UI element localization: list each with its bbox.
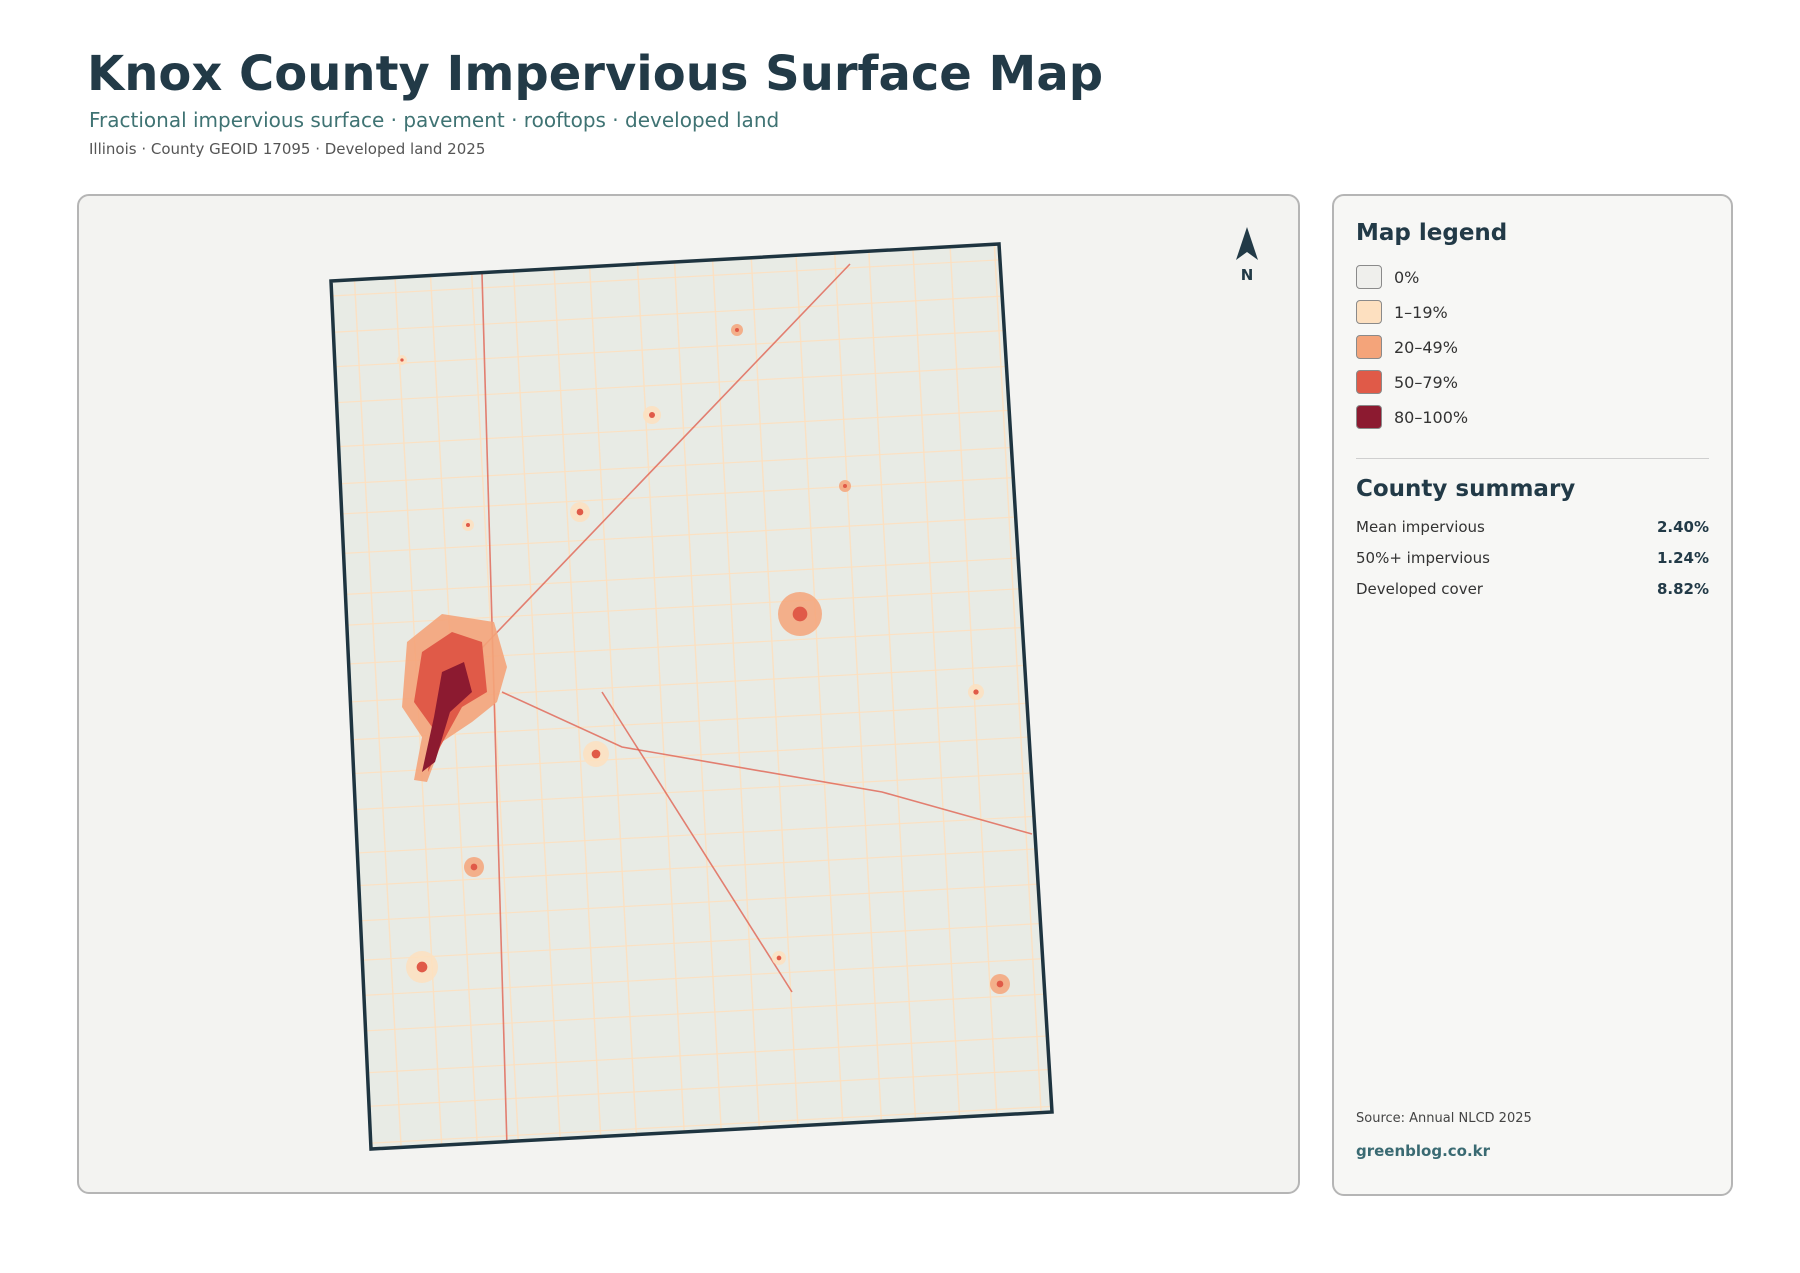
title: Knox County Impervious Surface Map — [87, 46, 1104, 102]
north-label: N — [1241, 266, 1254, 284]
road — [331, 444, 1052, 486]
town-core — [973, 689, 979, 695]
highway — [601, 691, 793, 993]
subtitle: Fractional impervious surface · pavement… — [89, 108, 780, 132]
legend-swatch — [1356, 265, 1382, 289]
legend-item: 50–79% — [1356, 369, 1458, 395]
legend-item: 0% — [1356, 264, 1419, 290]
legend-item: 20–49% — [1356, 334, 1458, 360]
road — [331, 555, 1052, 597]
side-panel: Map legend 0% 1–19% 20–49% 50–79% 80–100% Co… — [1332, 194, 1733, 1196]
road — [794, 244, 846, 1149]
highway — [456, 263, 851, 675]
road — [993, 244, 1045, 1149]
divider — [1356, 458, 1709, 459]
summary-value: 1.24% — [1656, 549, 1709, 567]
town-core — [735, 328, 739, 332]
road — [710, 244, 762, 1149]
north-arrow-shape — [1236, 227, 1258, 260]
meta: Illinois · County GEOID 17095 · Develope… — [89, 140, 486, 158]
legend-swatch — [1356, 335, 1382, 359]
site-link[interactable]: greenblog.co.kr — [1356, 1142, 1491, 1160]
legend-label: 50–79% — [1394, 372, 1458, 392]
roads — [331, 244, 1052, 1149]
source: Source: Annual NLCD 2025 — [1356, 1111, 1532, 1126]
summary-row: Mean impervious 2.40% — [1356, 518, 1709, 536]
town-core — [996, 980, 1004, 988]
road — [635, 244, 687, 1149]
highway — [481, 273, 508, 1148]
legend-swatch — [1356, 370, 1382, 394]
road — [749, 244, 801, 1149]
road — [867, 244, 919, 1149]
road — [331, 292, 1052, 334]
road — [331, 406, 1052, 449]
summary-row: Developed cover 8.82% — [1356, 580, 1709, 598]
road — [331, 326, 1052, 369]
town-core — [843, 484, 847, 488]
road — [331, 770, 1052, 812]
summary-value: 8.82% — [1656, 580, 1709, 598]
highway — [501, 691, 1033, 835]
road — [587, 244, 639, 1149]
road — [331, 846, 1052, 889]
town-core — [649, 412, 655, 418]
summary-row: 50%+ impervious 1.24% — [1356, 549, 1709, 567]
road — [331, 255, 1052, 298]
city-dense — [422, 662, 472, 772]
legend-title: Map legend — [1356, 220, 1508, 246]
town-core — [591, 749, 601, 759]
legend-swatch — [1356, 405, 1382, 429]
road — [551, 244, 603, 1149]
north-arrow: N — [1236, 227, 1258, 284]
town-core — [470, 863, 478, 871]
road — [911, 244, 963, 1149]
summary-label: 50%+ impervious — [1356, 549, 1490, 567]
town-core — [466, 523, 470, 527]
road — [672, 244, 724, 1149]
town-core — [776, 955, 782, 961]
county-outline — [329, 242, 1054, 1151]
road — [331, 882, 1052, 924]
summary-value: 2.40% — [1656, 518, 1709, 536]
legend-item: 1–19% — [1356, 299, 1448, 325]
road — [331, 992, 1052, 1034]
road — [832, 244, 885, 1149]
summary-title: County summary — [1356, 476, 1576, 502]
legend-label: 1–19% — [1394, 302, 1448, 322]
road — [331, 734, 1052, 776]
town-core — [576, 508, 584, 516]
map-panel: N — [77, 194, 1300, 1194]
legend-swatch — [1356, 300, 1382, 324]
road — [331, 474, 1052, 516]
road — [331, 362, 1052, 404]
town-core — [792, 606, 808, 622]
road — [351, 244, 403, 1149]
road — [331, 957, 1052, 999]
road — [510, 244, 563, 1149]
summary-label: Developed cover — [1356, 580, 1483, 598]
road — [331, 1034, 1052, 1076]
legend-item: 80–100% — [1356, 404, 1468, 430]
summary-label: Mean impervious — [1356, 518, 1485, 536]
road — [331, 921, 1052, 963]
road — [331, 513, 1052, 556]
town-core — [400, 358, 404, 362]
county-fill — [331, 244, 1052, 1149]
legend-label: 20–49% — [1394, 337, 1458, 357]
legend-label: 0% — [1394, 267, 1420, 287]
road — [331, 1105, 1052, 1147]
town-core — [416, 961, 428, 973]
map: N — [329, 227, 1258, 1151]
road — [331, 1068, 1052, 1110]
legend-label: 80–100% — [1394, 407, 1469, 427]
